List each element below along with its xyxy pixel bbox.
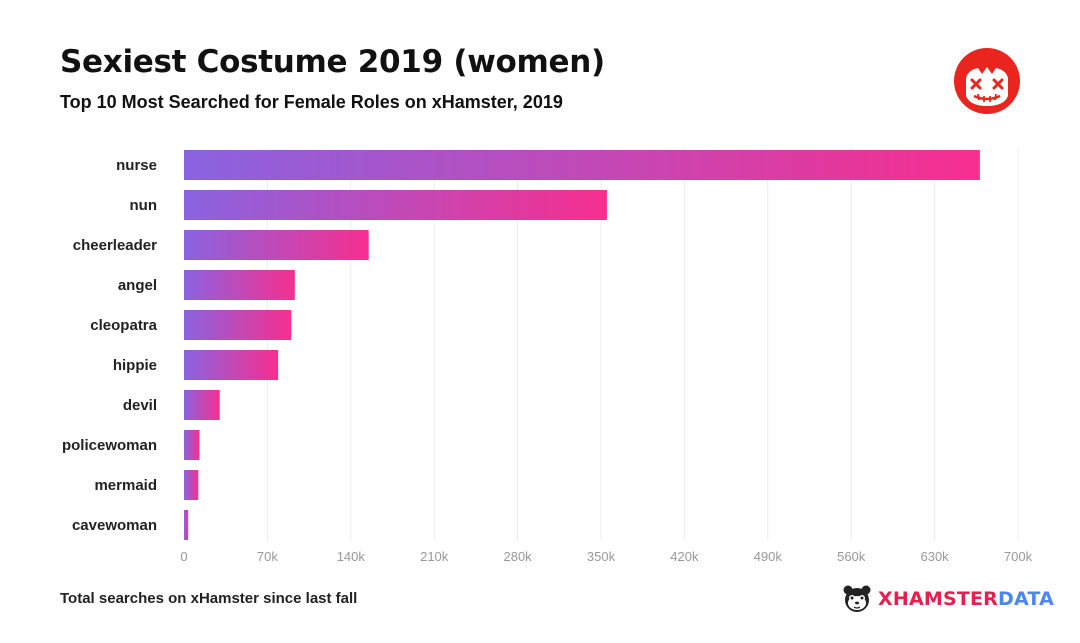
bar-cleopatra (184, 310, 292, 340)
xhamster-face-icon (954, 48, 1020, 114)
x-tick-label: 630k (920, 549, 949, 564)
x-tick-label: 140k (337, 549, 366, 564)
x-tick-label: 700k (1004, 549, 1033, 564)
chart-subtitle: Top 10 Most Searched for Female Roles on… (60, 92, 563, 112)
x-tick-label: 420k (670, 549, 699, 564)
brand-accent: DATA (998, 588, 1055, 610)
category-label: nun (130, 197, 158, 214)
bar-mermaid (184, 470, 199, 500)
category-label: mermaid (94, 477, 157, 494)
x-tick-label: 490k (754, 549, 783, 564)
x-tick-label: 280k (503, 549, 532, 564)
x-tick-label: 560k (837, 549, 866, 564)
x-tick-label: 70k (257, 549, 278, 564)
category-label: cheerleader (73, 237, 157, 254)
chart-title: Sexiest Costume 2019 (women) (60, 44, 605, 80)
bar-nurse (184, 150, 980, 180)
bar-nun (184, 190, 607, 220)
hamster-icon (843, 585, 871, 612)
category-label: devil (123, 397, 157, 414)
category-label: cavewoman (72, 517, 157, 534)
brand-name: XHAMSTER (878, 588, 999, 610)
category-label: nurse (116, 157, 157, 174)
x-tick-label: 0 (180, 549, 187, 564)
bar-angel (184, 270, 295, 300)
category-label: policewoman (62, 437, 157, 454)
bar-policewoman (184, 430, 200, 460)
bar-devil (184, 390, 220, 420)
bar-cheerleader (184, 230, 369, 260)
category-label: angel (118, 277, 157, 294)
x-tick-label: 210k (420, 549, 449, 564)
bar-hippie (184, 350, 279, 380)
brand-logo: XHAMSTERDATA (842, 583, 1054, 615)
footnote: Total searches on xHamster since last fa… (60, 590, 358, 607)
category-label: cleopatra (90, 317, 157, 334)
bar-cavewoman (184, 510, 189, 540)
category-label: hippie (113, 357, 157, 374)
x-tick-label: 350k (587, 549, 616, 564)
